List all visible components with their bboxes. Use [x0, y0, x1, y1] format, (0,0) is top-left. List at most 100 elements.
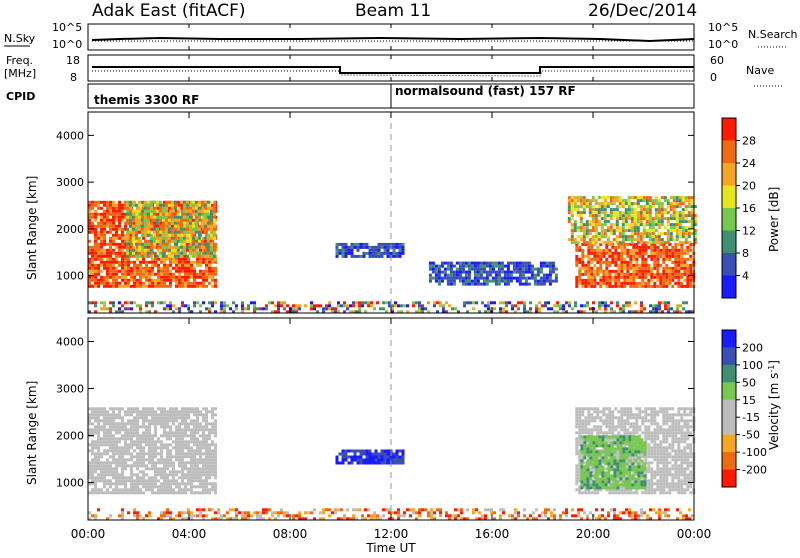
vel-region-0-cell [118, 479, 121, 482]
power-region-1-cell [207, 243, 210, 246]
power-region-2-cell [635, 249, 638, 252]
vel-region-0-cell [163, 443, 166, 446]
power-y-tick-label: 4000 [56, 129, 84, 142]
power-region-5-cell [483, 280, 486, 283]
vel-region-0-cell [109, 437, 112, 440]
vel-region-0-cell [196, 446, 199, 449]
power-region-0-cell [166, 258, 169, 261]
vel-region-1-cell [653, 452, 656, 455]
vel-region-0-cell [181, 419, 184, 422]
power-region-6-cell [592, 301, 595, 304]
vel-region-1-cell [575, 410, 578, 413]
vel-region-1-cell [644, 428, 647, 431]
power-region-4-cell [402, 252, 405, 255]
power-region-3-cell [643, 235, 646, 238]
power-region-6-cell [640, 304, 643, 307]
vel-region-1-cell [650, 452, 653, 455]
power-region-2-cell [593, 282, 596, 285]
power-region-0-cell [97, 273, 100, 276]
power-region-6-cell [463, 301, 466, 304]
power-region-6-cell [100, 307, 103, 310]
power-region-3-cell [580, 217, 583, 220]
power-region-4-cell [354, 255, 357, 258]
vel-region-0-cell [130, 410, 133, 413]
power-region-1-cell [174, 255, 177, 258]
power-region-1-cell [165, 237, 168, 240]
vel-region-0-cell [145, 431, 148, 434]
vel-region-0-cell [205, 452, 208, 455]
vel-region-0-cell [133, 488, 136, 491]
power-region-2-cell [638, 285, 641, 288]
power-region-0-cell [121, 270, 124, 273]
power-region-2-cell [584, 273, 587, 276]
vel-region-0-cell [160, 425, 163, 428]
vel-region-0-cell [199, 452, 202, 455]
power-region-5-cell [495, 265, 498, 268]
vel-region-0-cell [208, 428, 211, 431]
power-region-2-cell [656, 261, 659, 264]
power-region-2-cell [617, 279, 620, 282]
vel-region-0-cell [109, 491, 112, 494]
power-region-3-cell [604, 241, 607, 244]
power-region-2-cell [605, 261, 608, 264]
power-region-3-cell [631, 211, 634, 214]
vel-region-1-cell [653, 482, 656, 485]
power-region-1-cell [156, 222, 159, 225]
power-region-1-cell [198, 237, 201, 240]
vel-region-0-cell [193, 422, 196, 425]
power-region-0-cell [181, 270, 184, 273]
power-region-0-cell [115, 225, 118, 228]
power-region-0-cell [97, 231, 100, 234]
vel-region-1-cell [650, 488, 653, 491]
power-region-5-cell [456, 271, 459, 274]
vel-region-0-cell [142, 485, 145, 488]
power-region-4-cell [354, 246, 357, 249]
power-region-3-cell [649, 196, 652, 199]
power-region-4-cell [396, 252, 399, 255]
vel-region-0-cell [187, 449, 190, 452]
power-region-5-cell [465, 271, 468, 274]
vel-region-0-cell [151, 422, 154, 425]
vel-region-1-cell [644, 491, 647, 494]
vel-region-0-cell [211, 431, 214, 434]
power-region-3-cell [607, 196, 610, 199]
power-region-1-cell [171, 246, 174, 249]
vel-region-1-cell [626, 410, 629, 413]
vel-region-0-cell [121, 473, 124, 476]
power-region-6-cell [103, 307, 106, 310]
power-region-0-cell [124, 270, 127, 273]
power-region-1-cell [177, 249, 180, 252]
vel-region-1-cell [644, 425, 647, 428]
power-region-3-cell [568, 220, 571, 223]
vel-region-0-cell [175, 419, 178, 422]
power-region-2-cell [689, 282, 692, 285]
power-region-3-cell [580, 226, 583, 229]
vel-region-0-cell [106, 449, 109, 452]
power-region-2-cell [689, 249, 692, 252]
power-region-1-cell [129, 228, 132, 231]
vel-region-0-cell [154, 425, 157, 428]
power-region-0-cell [160, 258, 163, 261]
vel-region-0-cell [163, 485, 166, 488]
vel-region-0-cell [112, 482, 115, 485]
power-region-6-cell [169, 301, 172, 304]
power-region-2-cell [644, 270, 647, 273]
power-region-6-cell [421, 307, 424, 310]
vel-region-0-cell [91, 470, 94, 473]
power-region-4-cell [342, 243, 345, 246]
vel-region-0-cell [196, 443, 199, 446]
power-region-1-cell [195, 222, 198, 225]
vel-region-0-cell [214, 467, 217, 470]
vel-region-0-cell [190, 464, 193, 467]
power-region-3-cell [604, 217, 607, 220]
power-region-0-cell [112, 222, 115, 225]
power-region-3-cell [604, 235, 607, 238]
vel-region-0-cell [175, 470, 178, 473]
vel-region-0-cell [163, 434, 166, 437]
vel-region-0-cell [160, 491, 163, 494]
power-region-3-cell [583, 223, 586, 226]
power-region-2-cell [578, 258, 581, 261]
vel-region-0-cell [151, 419, 154, 422]
power-region-3-cell [652, 220, 655, 223]
power-region-1-cell [183, 204, 186, 207]
